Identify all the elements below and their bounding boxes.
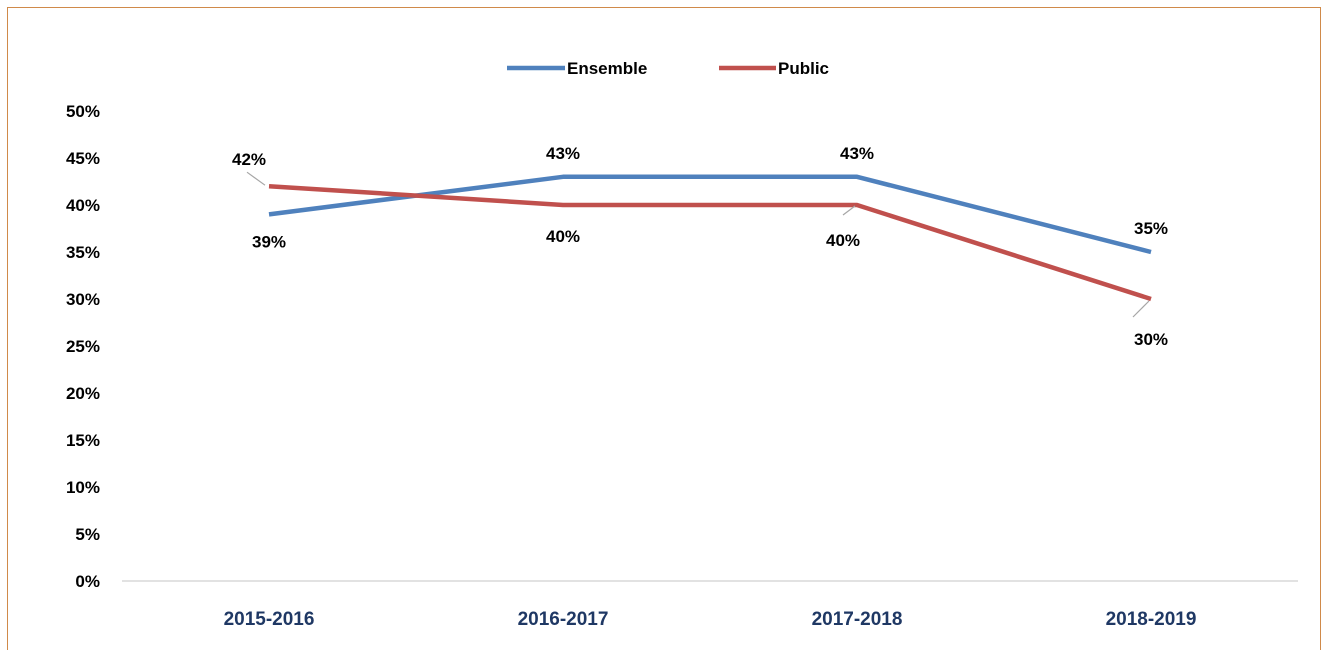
y-tick-label: 25% [66,337,100,356]
data-label-ensemble: 43% [840,144,874,163]
y-tick-label: 45% [66,149,100,168]
y-tick-label: 10% [66,478,100,497]
legend-label-public: Public [778,59,829,78]
data-label-ensemble: 39% [252,232,286,251]
x-tick-label: 2015-2016 [224,609,315,630]
data-label-ensemble: 43% [546,144,580,163]
series-line-public [268,183,1152,302]
x-tick-label: 2018-2019 [1106,609,1197,630]
y-tick-label: 0% [75,572,100,591]
leader-line [842,205,856,216]
leader-line [246,171,266,186]
y-tick-label: 30% [66,290,100,309]
x-tick-label: 2017-2018 [812,609,903,630]
data-label-public: 40% [826,231,860,250]
data-label-public: 42% [232,150,266,169]
data-label-public: 40% [546,227,580,246]
y-tick-label: 50% [66,102,100,121]
chart-frame [7,7,1321,650]
x-tick-label: 2016-2017 [518,609,609,630]
y-tick-label: 40% [66,196,100,215]
series-line-ensemble [268,174,1152,255]
data-label-public: 30% [1134,330,1168,349]
leader-line [1132,300,1150,318]
data-label-ensemble: 35% [1134,219,1168,238]
y-tick-label: 15% [66,431,100,450]
y-tick-label: 5% [75,525,100,544]
y-tick-label: 20% [66,384,100,403]
y-tick-label: 35% [66,243,100,262]
legend-label-ensemble: Ensemble [567,59,647,78]
